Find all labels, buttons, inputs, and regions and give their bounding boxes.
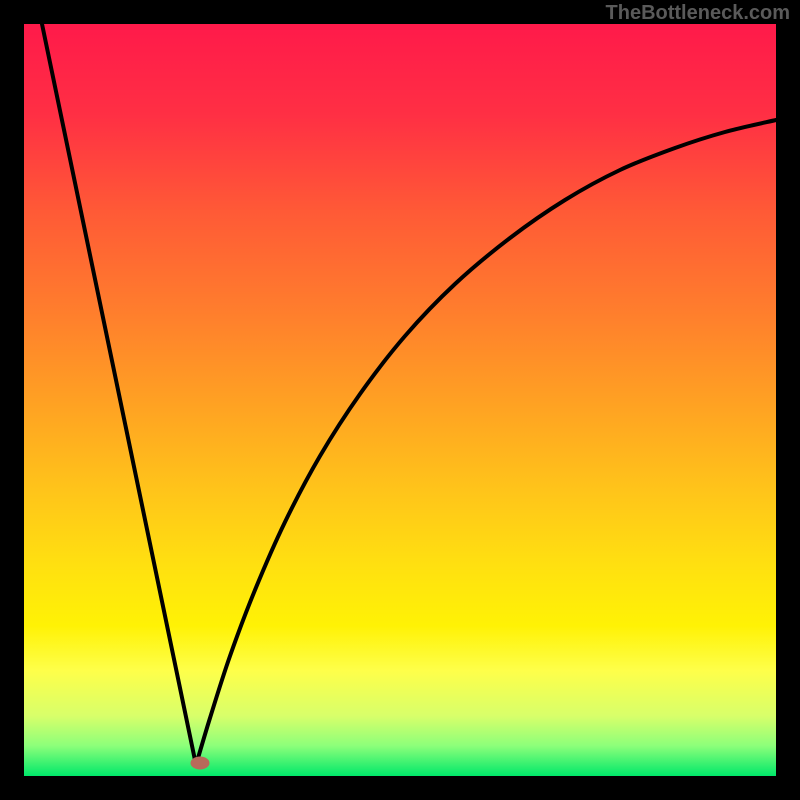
attribution-text: TheBottleneck.com	[606, 2, 790, 25]
bottleneck-chart-svg	[0, 0, 800, 800]
minimum-marker	[191, 757, 209, 769]
chart-background	[24, 24, 776, 776]
chart-canvas: TheBottleneck.com	[0, 0, 800, 800]
